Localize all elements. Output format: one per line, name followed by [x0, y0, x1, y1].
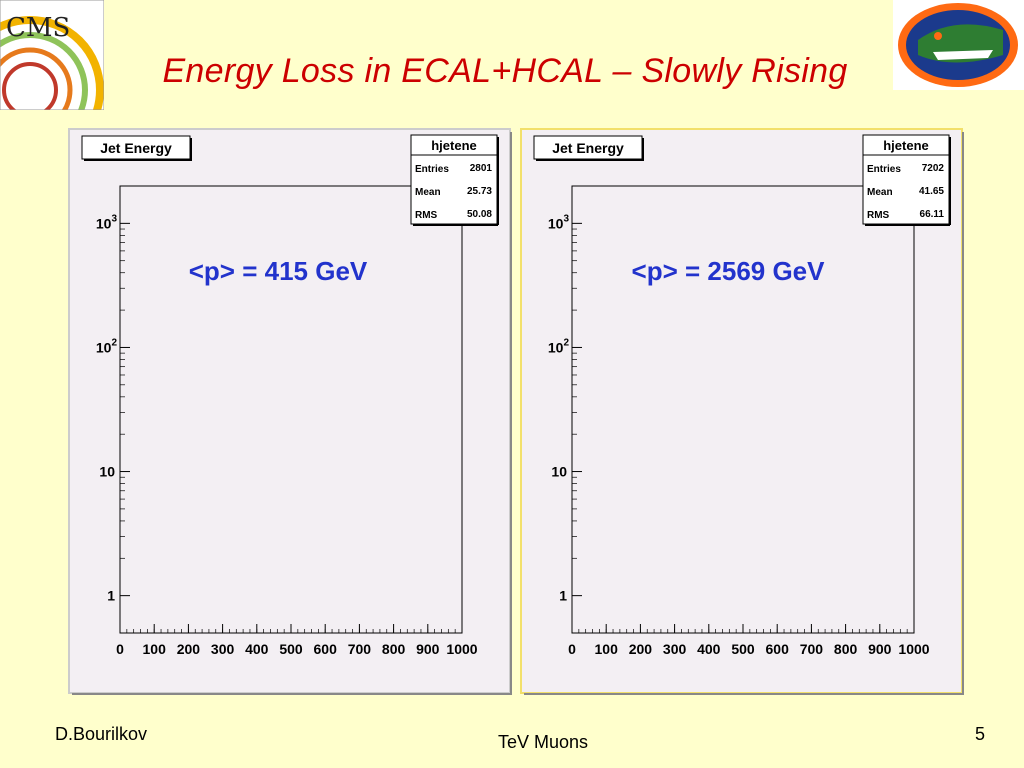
y-tick-label: 1	[559, 588, 567, 604]
stats-value: 66.11	[920, 209, 945, 220]
y-tick-label: 102	[548, 337, 570, 355]
x-tick-label: 1000	[898, 641, 929, 657]
histogram-title: Jet Energy	[552, 140, 624, 156]
stats-label: RMS	[415, 210, 438, 221]
footer-author: D.Bourilkov	[55, 724, 148, 744]
histogram-panel-2: 0 100 200 300 400 500 600 700 800 900 1000 1 10 102 10…	[520, 128, 965, 696]
slide-title: Energy Loss in ECAL+HCAL – Slowly Rising	[162, 52, 848, 90]
x-tick-label: 1000	[446, 641, 477, 657]
y-tick-label: 10	[99, 464, 115, 480]
mean-momentum-annotation: <p> = 2569 GeV	[632, 256, 826, 286]
plot-area	[119, 185, 463, 634]
stats-name: hjetene	[883, 138, 929, 153]
x-tick-label: 100	[143, 641, 167, 657]
y-tick-label: 10	[551, 464, 567, 480]
stats-box	[410, 134, 498, 225]
histogram-title: Jet Energy	[100, 140, 172, 156]
x-tick-label: 800	[834, 641, 858, 657]
histogram-2: 0 100 200 300 400 500 600 700 800 900 1000 1 10 102 10…	[520, 128, 964, 695]
y-tick-label: 102	[96, 337, 118, 355]
stats-value: 41.65	[919, 186, 944, 197]
gator-logo	[893, 0, 1024, 90]
page-number: 5	[975, 724, 986, 744]
x-tick-label: 900	[868, 641, 892, 657]
x-tick-label: 600	[314, 641, 338, 657]
x-tick-label: 800	[382, 641, 406, 657]
stats-value: 50.08	[467, 209, 492, 220]
x-tick-label: 200	[629, 641, 653, 657]
y-tick-label: 103	[96, 213, 118, 231]
stats-label: Mean	[867, 187, 893, 198]
x-tick-label: 600	[766, 641, 790, 657]
stats-label: Mean	[415, 187, 441, 198]
histogram-1: 0 100 200 300 400 500 600 700 800 900 1000 1 10 102 10…	[68, 128, 512, 695]
y-tick-label: 1	[107, 588, 115, 604]
cms-logo-text: CMS	[6, 13, 70, 43]
cms-logo: CMS	[0, 0, 104, 110]
x-tick-label: 0	[116, 641, 124, 657]
x-tick-label: 400	[245, 641, 269, 657]
x-tick-label: 500	[279, 641, 303, 657]
x-tick-label: 400	[697, 641, 721, 657]
stats-value: 2801	[470, 163, 493, 174]
mean-momentum-annotation: <p> = 415 GeV	[189, 256, 368, 286]
y-tick-label: 103	[548, 213, 570, 231]
stats-label: Entries	[415, 164, 449, 175]
x-tick-label: 0	[568, 641, 576, 657]
x-tick-label: 700	[800, 641, 824, 657]
stats-label: RMS	[867, 210, 890, 221]
x-tick-label: 300	[211, 641, 235, 657]
x-tick-label: 100	[595, 641, 619, 657]
stats-box	[862, 134, 950, 225]
stats-label: Entries	[867, 164, 901, 175]
histogram-panel-1: 0 100 200 300 400 500 600 700 800 900 1000 1 10 102 10…	[68, 128, 513, 696]
x-tick-label: 500	[731, 641, 755, 657]
x-tick-label: 700	[348, 641, 372, 657]
stats-value: 7202	[922, 163, 945, 174]
x-tick-label: 900	[416, 641, 440, 657]
stats-name: hjetene	[431, 138, 477, 153]
stats-value: 25.73	[467, 186, 492, 197]
plot-area	[571, 185, 915, 634]
x-tick-label: 200	[177, 641, 201, 657]
footer-center: TeV Muons	[498, 732, 589, 752]
x-tick-label: 300	[663, 641, 687, 657]
